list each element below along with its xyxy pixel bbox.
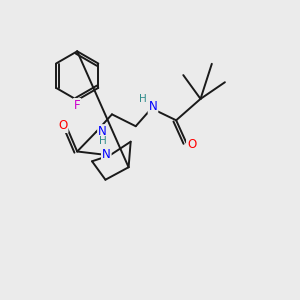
Text: H: H [139, 94, 146, 104]
Text: H: H [99, 136, 106, 146]
Text: N: N [98, 125, 107, 138]
Text: O: O [187, 138, 196, 152]
Text: O: O [58, 119, 68, 132]
Text: N: N [102, 148, 111, 161]
Text: N: N [148, 100, 157, 113]
Text: F: F [74, 99, 80, 112]
